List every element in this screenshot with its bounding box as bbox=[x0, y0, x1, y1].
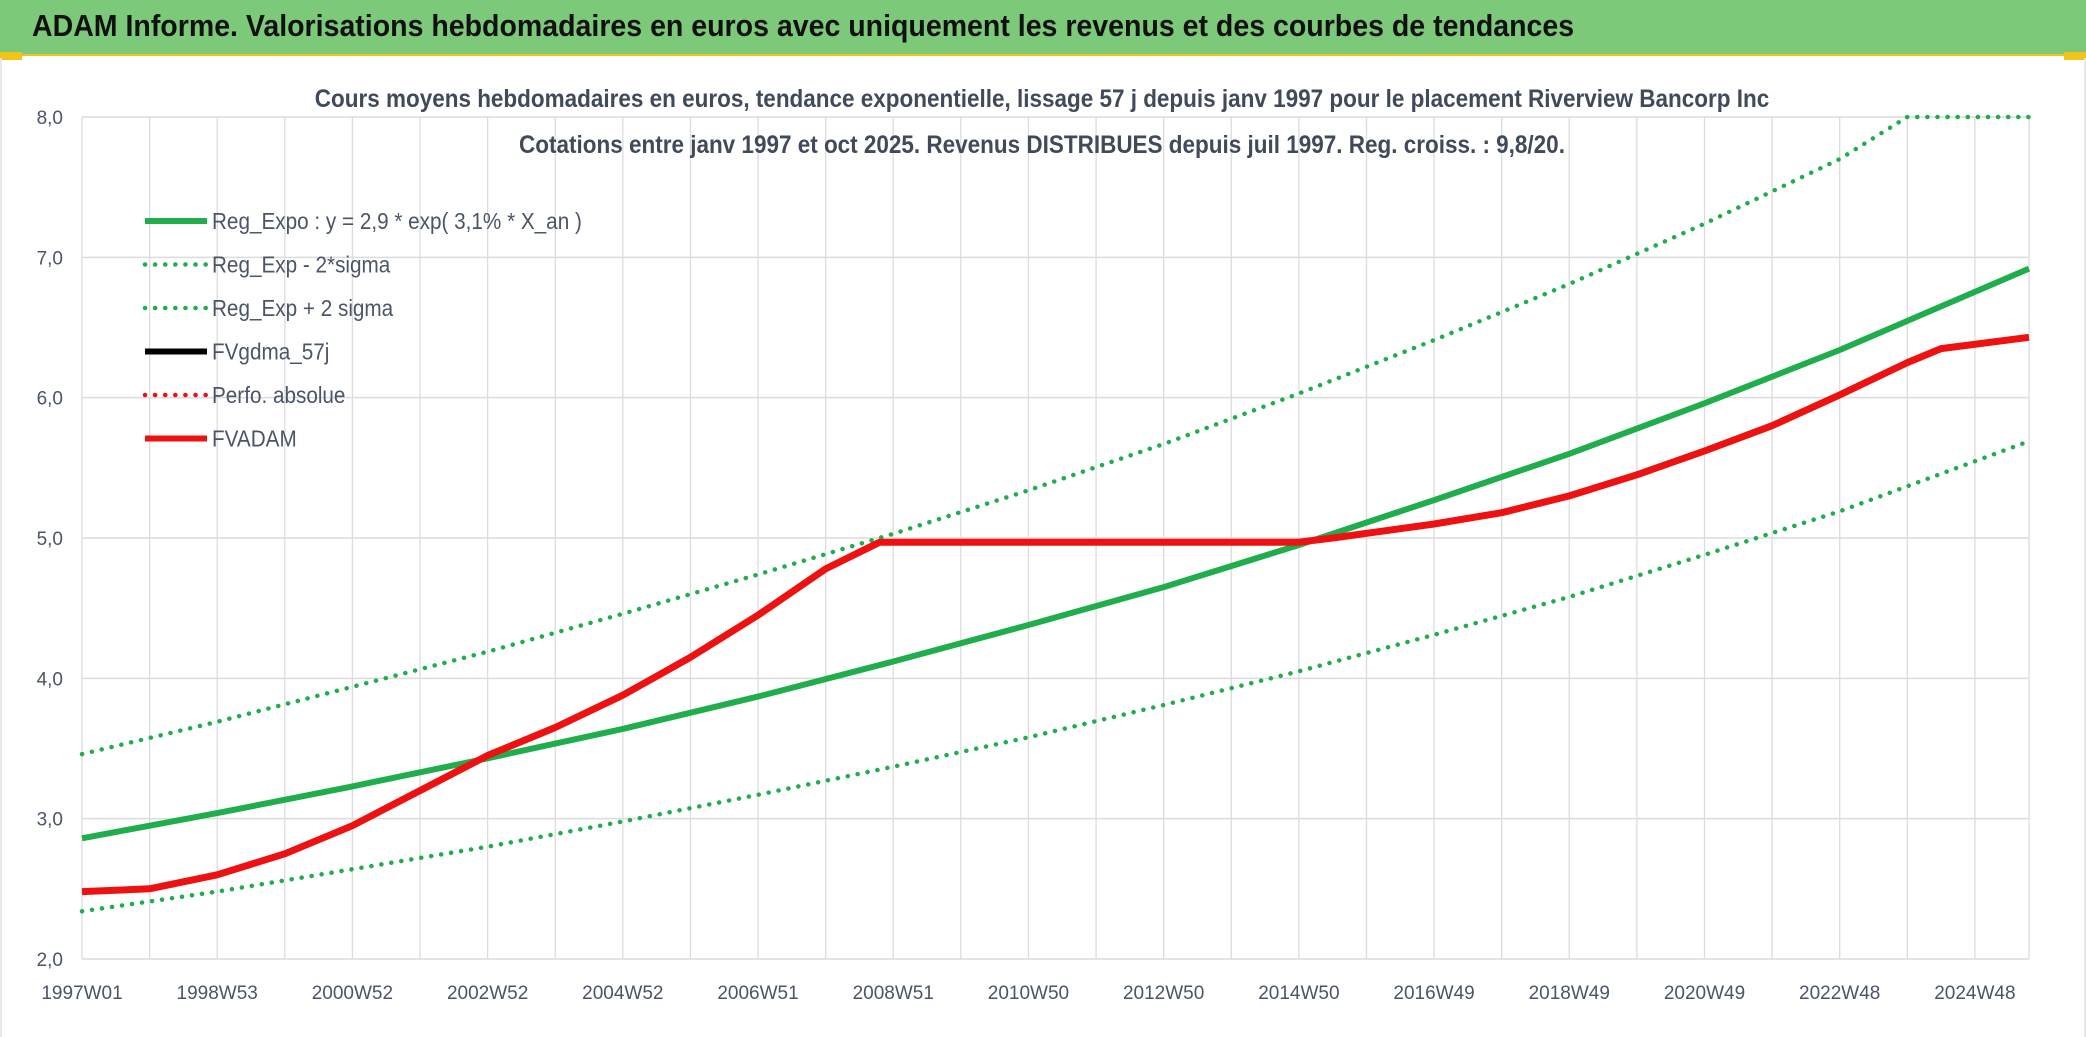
grid bbox=[81, 116, 2030, 960]
y-tick-label: 5,0 bbox=[37, 529, 63, 550]
chart: 2,0 3,0 4,0 5,0 6,0 7,0 8,0 1997W01 1998W53 2000W… bbox=[37, 85, 2032, 1004]
x-tick-label: 2024W48 bbox=[1934, 983, 2015, 1004]
y-tick-label: 2,0 bbox=[37, 950, 63, 971]
banner-title: ADAM Informe. Valorisations hebdomadaire… bbox=[32, 8, 1575, 43]
x-tick-label: 2012W50 bbox=[1123, 983, 1204, 1004]
chart-title: Cours moyens hebdomadaires en euros, ten… bbox=[315, 85, 1769, 113]
corner-mark-right bbox=[2064, 52, 2086, 60]
y-tick-label: 6,0 bbox=[37, 389, 63, 410]
corner-mark-left bbox=[0, 52, 22, 60]
series-line-6 bbox=[81, 333, 2030, 896]
x-tick-label: 2016W49 bbox=[1393, 983, 1474, 1004]
x-tick-label: 2014W50 bbox=[1258, 983, 1339, 1004]
axes: 2,0 3,0 4,0 5,0 6,0 7,0 8,0 1997W01 1998W53 2000W… bbox=[37, 108, 2016, 1004]
legend: Reg_Expo : y = 2,9 * exp( 3,1% * X_an ) R… bbox=[142, 208, 582, 452]
x-tick-label: 2006W51 bbox=[717, 983, 798, 1004]
x-tick-label: 2018W49 bbox=[1529, 983, 1610, 1004]
x-tick-label: 1998W53 bbox=[177, 983, 258, 1004]
legend-label: Reg_Expo : y = 2,9 * exp( 3,1% * X_an ) bbox=[212, 208, 582, 234]
series bbox=[79, 114, 2032, 914]
y-tick-label: 8,0 bbox=[37, 108, 63, 129]
y-tick-label: 7,0 bbox=[37, 248, 63, 269]
legend-label: Perfo. absolue bbox=[212, 382, 345, 408]
x-tick-label: 2002W52 bbox=[447, 983, 528, 1004]
banner: ADAM Informe. Valorisations hebdomadaire… bbox=[0, 0, 2086, 56]
series-line-1 bbox=[81, 265, 2031, 842]
legend-label: Reg_Exp - 2*sigma bbox=[212, 251, 391, 277]
x-tick-label: 2000W52 bbox=[312, 983, 393, 1004]
chart-subtitle: Cotations entre janv 1997 et oct 2025. R… bbox=[519, 131, 1565, 159]
x-tick-label: 2010W50 bbox=[988, 983, 1069, 1004]
x-tick-label: 2004W52 bbox=[582, 983, 663, 1004]
series-line-2 bbox=[79, 438, 2032, 914]
x-tick-label: 1997W01 bbox=[41, 983, 122, 1004]
x-tick-label: 2020W49 bbox=[1664, 983, 1745, 1004]
y-tick-label: 3,0 bbox=[37, 810, 63, 831]
y-tick-label: 4,0 bbox=[37, 669, 63, 690]
legend-label: Reg_Exp + 2 sigma bbox=[212, 295, 394, 321]
chart-frame: 2,0 3,0 4,0 5,0 6,0 7,0 8,0 1997W01 1998W53 2000W… bbox=[0, 58, 2086, 1037]
legend-label: FVADAM bbox=[212, 425, 297, 451]
x-tick-label: 2008W51 bbox=[853, 983, 934, 1004]
legend-label: FVgdma_57j bbox=[212, 338, 329, 364]
x-tick-label: 2022W48 bbox=[1799, 983, 1880, 1004]
